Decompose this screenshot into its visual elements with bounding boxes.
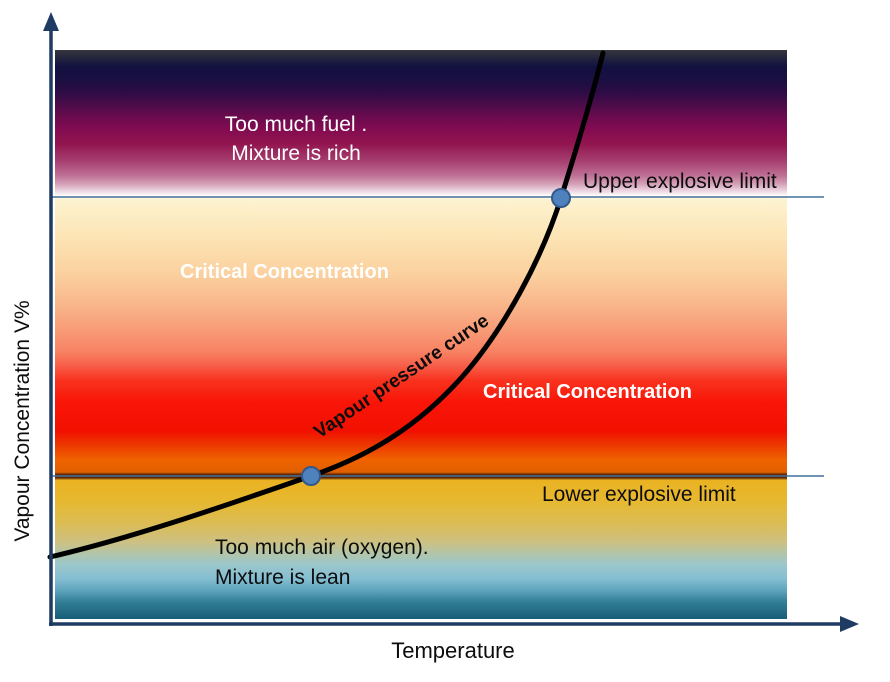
y-axis-label: Vapour Concentration V% (11, 300, 34, 542)
lower-explosive-limit-label: Lower explosive limit (542, 483, 736, 506)
lean-mixture-line1: Too much air (oxygen). (215, 536, 429, 559)
lower-limit-intersection-marker (301, 466, 321, 486)
rich-mixture-label: Too much fuel . Mixture is rich (180, 110, 412, 168)
x-axis-arrowhead-icon (840, 616, 859, 632)
lean-mixture-label: Too much air (oxygen). Mixture is lean (215, 533, 429, 593)
critical-concentration-lower-label: Critical Concentration (483, 381, 692, 403)
upper-limit-intersection-marker (551, 188, 571, 208)
rich-mixture-line2: Mixture is rich (231, 142, 361, 165)
lean-mixture-line2: Mixture is lean (215, 566, 351, 589)
rich-mixture-line1: Too much fuel . (224, 113, 368, 136)
vapour-pressure-curve (47, 50, 606, 560)
x-axis-label: Temperature (391, 638, 515, 663)
plot-gradient-background (55, 50, 787, 619)
critical-concentration-upper-label: Critical Concentration (180, 261, 389, 283)
y-axis-arrowhead-icon (43, 12, 59, 31)
upper-explosive-limit-label: Upper explosive limit (583, 170, 777, 193)
